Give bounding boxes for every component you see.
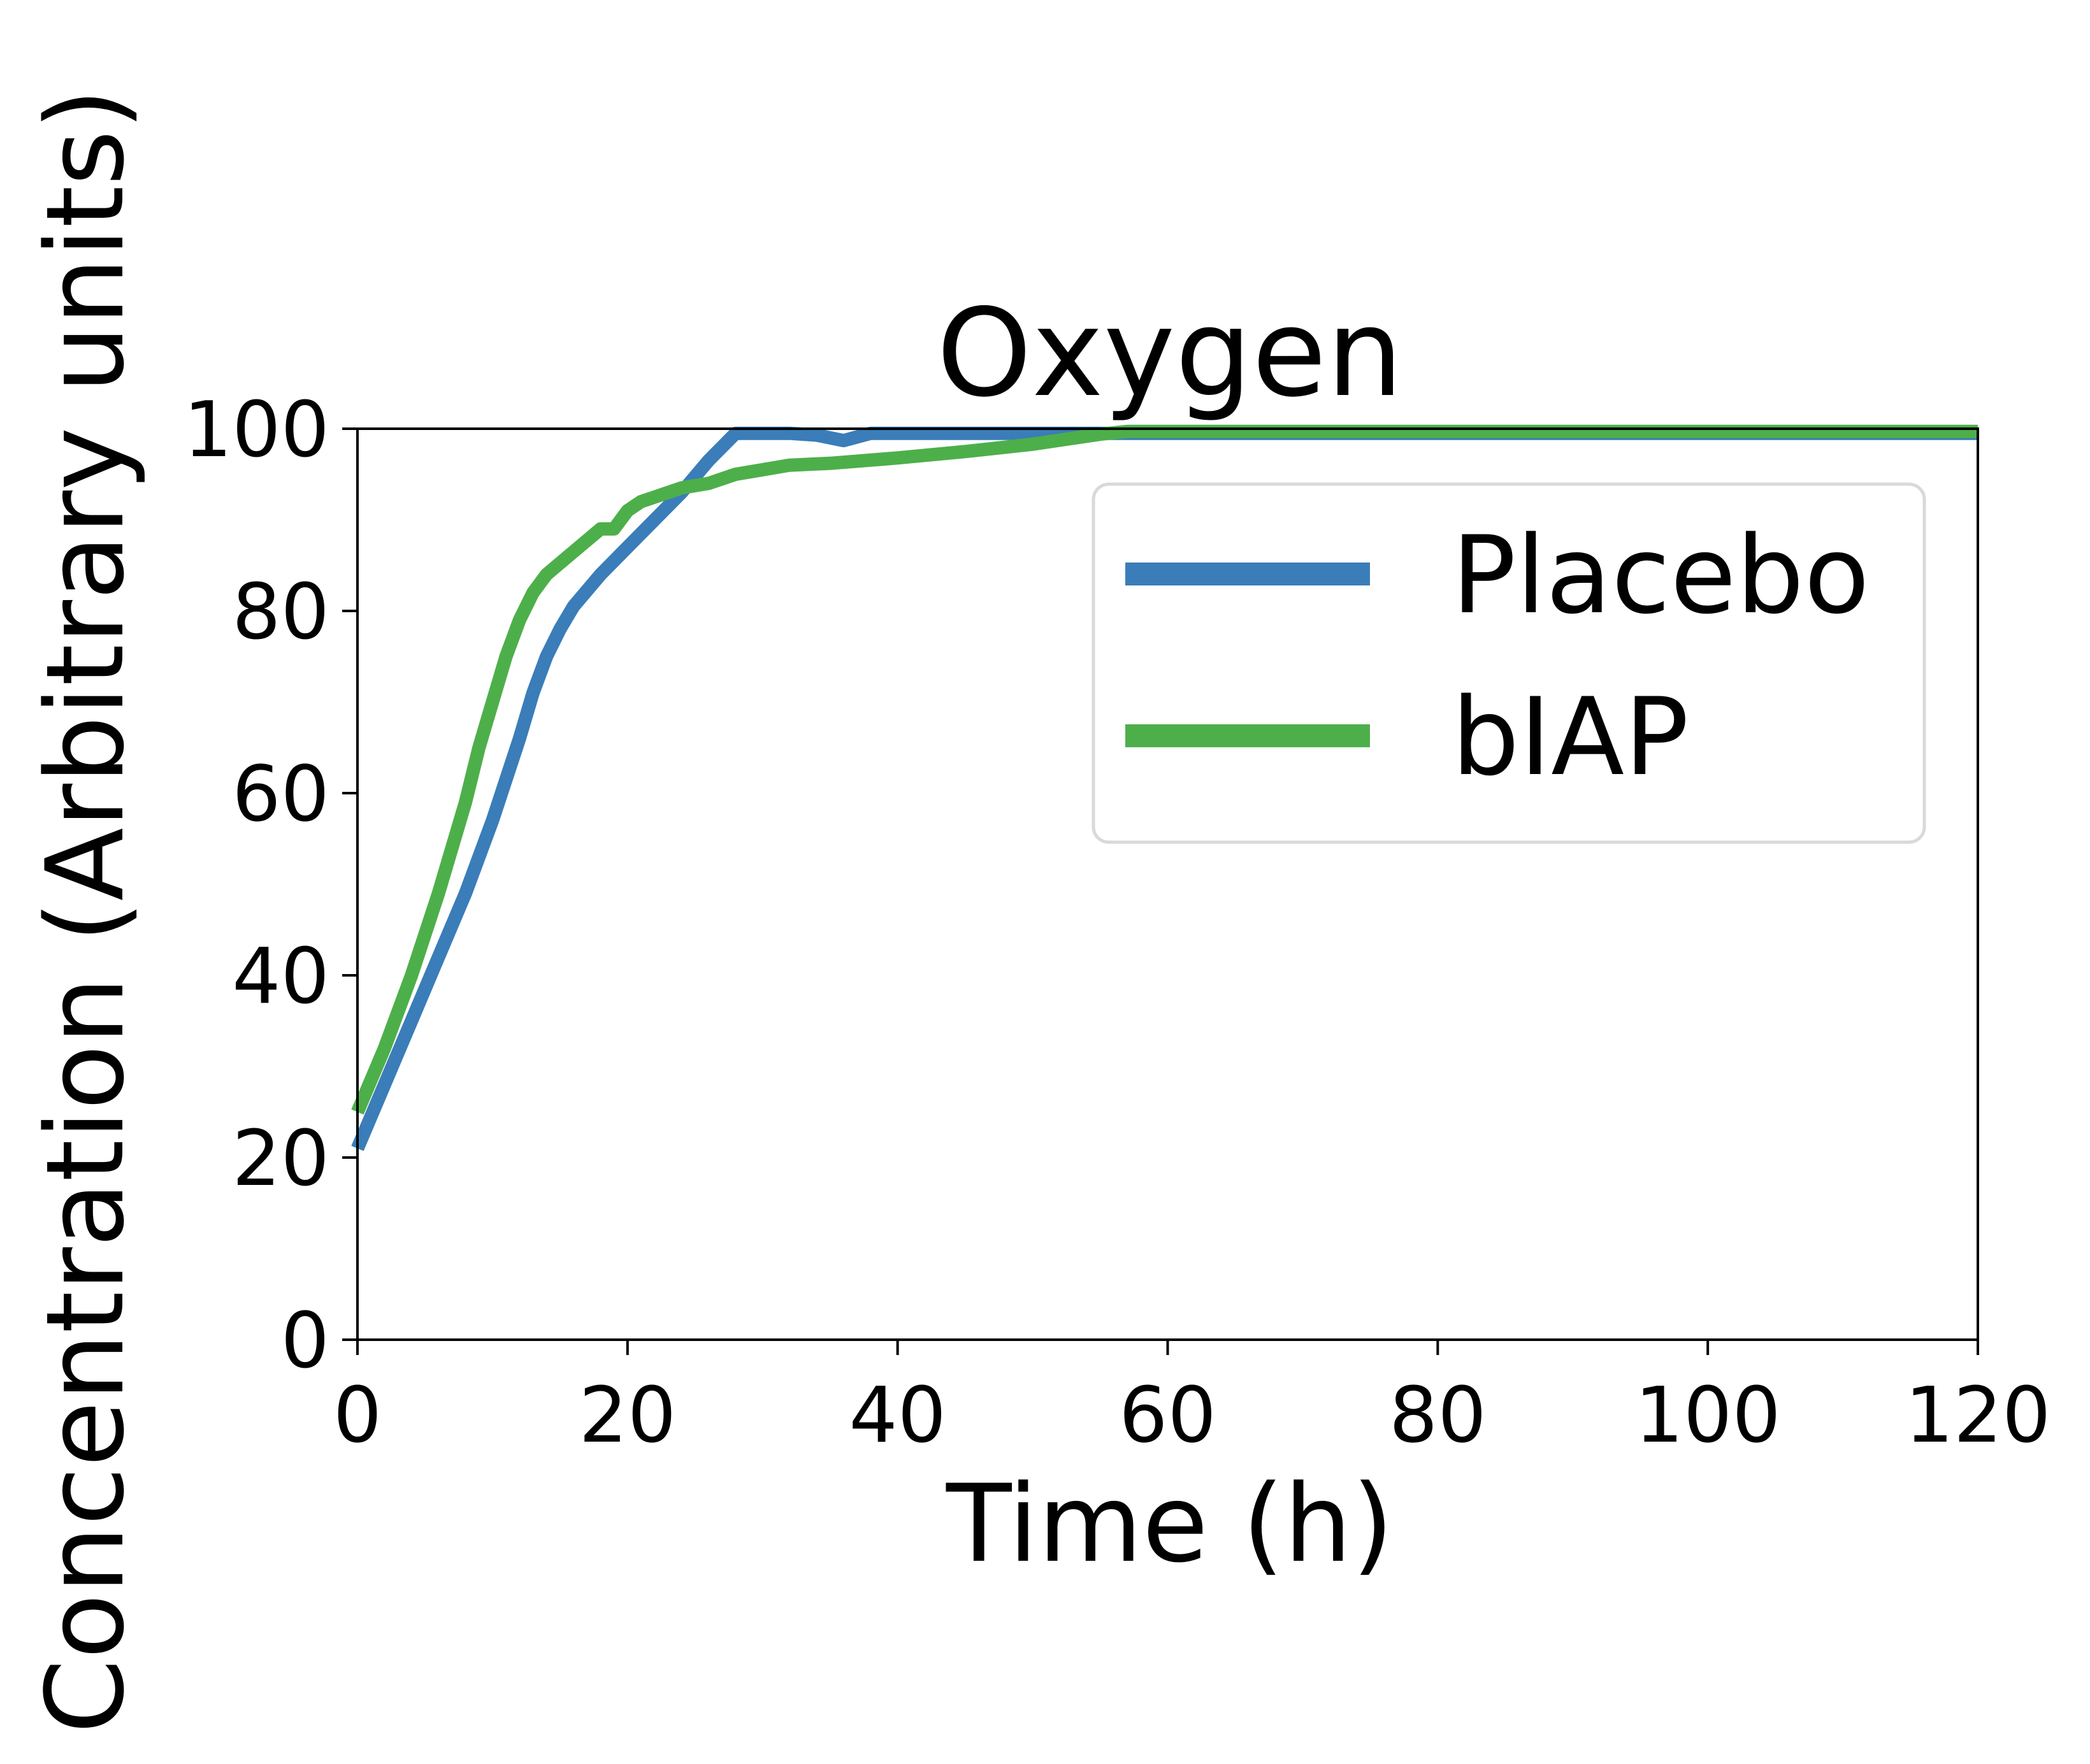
series-line-biap bbox=[351, 424, 1978, 1115]
series-layer bbox=[351, 424, 1978, 1151]
x-tick-label: 100 bbox=[1635, 1372, 1781, 1460]
y-tick-label: 0 bbox=[281, 1297, 329, 1386]
y-tick-label: 100 bbox=[184, 386, 329, 475]
y-tick-label: 40 bbox=[232, 933, 329, 1021]
y-axis-title: Concentration (Arbitrary units) bbox=[23, 88, 148, 1733]
x-tick-label: 0 bbox=[333, 1372, 382, 1460]
x-axis-title: Time (h) bbox=[946, 1461, 1394, 1586]
ticks-layer: 0 20 40 60 80 100 120 0 20 40 60 80 100 bbox=[184, 386, 2051, 1460]
x-tick-label: 20 bbox=[579, 1372, 676, 1460]
legend-label-placebo: Placebo bbox=[1452, 513, 1870, 638]
series-line-placebo bbox=[351, 426, 1978, 1151]
legend: Placebo bIAP bbox=[1092, 482, 1926, 844]
x-tick-label: 60 bbox=[1119, 1372, 1216, 1460]
y-tick-label: 80 bbox=[232, 568, 329, 657]
chart-title: Oxygen bbox=[937, 283, 1403, 424]
x-tick-label: 120 bbox=[1905, 1372, 2050, 1460]
x-tick-label: 40 bbox=[849, 1372, 946, 1460]
x-tick-label: 80 bbox=[1389, 1372, 1487, 1460]
y-tick-label: 60 bbox=[232, 750, 329, 839]
y-tick-label: 20 bbox=[232, 1115, 329, 1203]
legend-label-biap: bIAP bbox=[1452, 675, 1689, 800]
